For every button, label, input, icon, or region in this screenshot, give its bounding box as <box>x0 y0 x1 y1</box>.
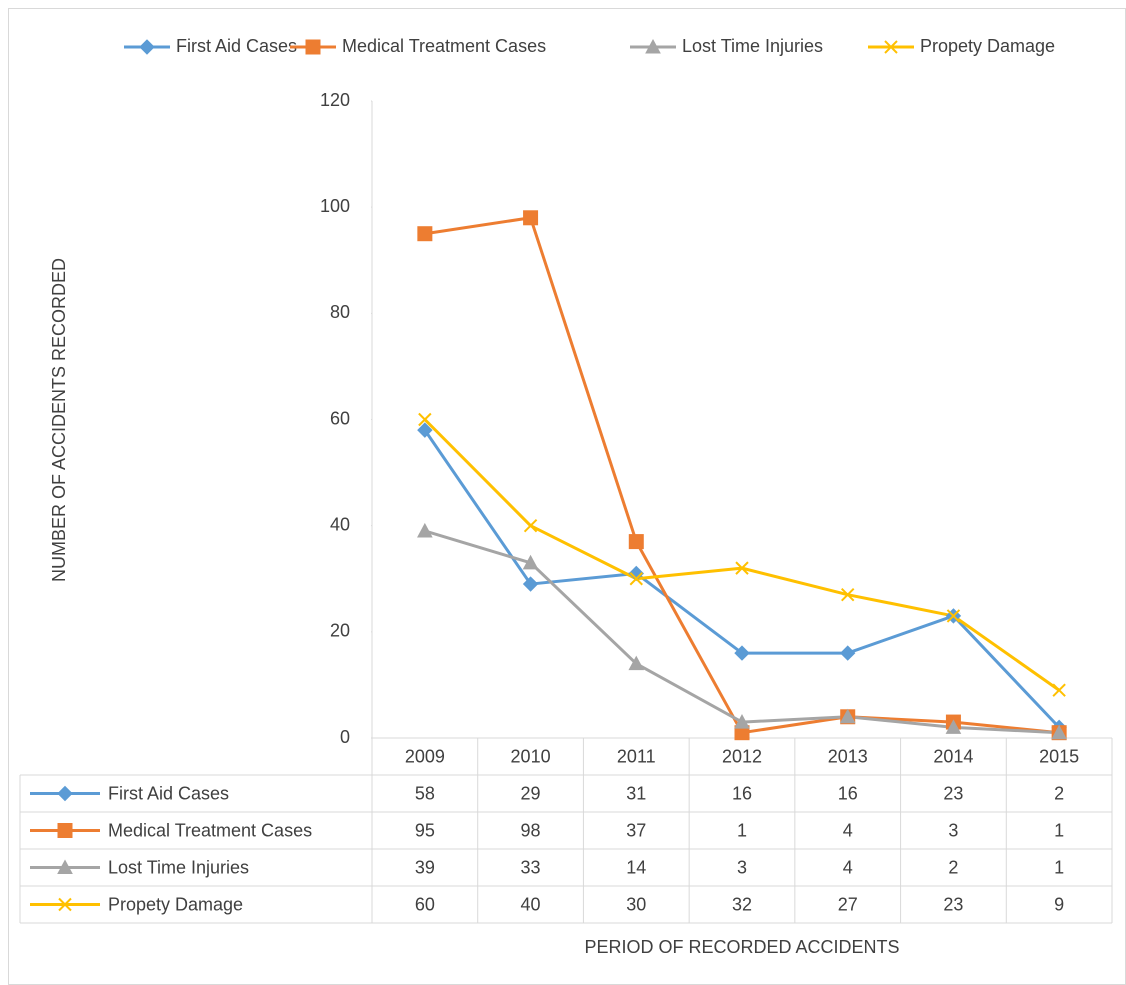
legend-label: Lost Time Injuries <box>682 36 823 56</box>
data-point <box>628 565 644 582</box>
y-tick-label: 80 <box>330 302 350 322</box>
legend-label: Propety Damage <box>920 36 1055 56</box>
y-tick-label: 0 <box>340 727 350 747</box>
table-cell: 4 <box>843 857 853 877</box>
data-point <box>522 554 539 570</box>
data-point <box>628 655 645 671</box>
table-cell: 60 <box>415 894 435 914</box>
data-point <box>523 210 539 226</box>
y-tick-label: 20 <box>330 621 350 641</box>
data-point <box>734 645 750 661</box>
table-cell: 39 <box>415 857 435 877</box>
table-row-label: Lost Time Injuries <box>108 857 249 877</box>
table-row-label: Propety Damage <box>108 894 243 914</box>
x-tick-label: 2012 <box>722 746 762 766</box>
table-cell: 1 <box>1054 820 1064 840</box>
data-point <box>841 587 855 602</box>
legend-marker <box>305 39 321 55</box>
x-tick-label: 2015 <box>1039 746 1079 766</box>
data-point <box>522 576 539 592</box>
table-cell: 16 <box>732 783 752 803</box>
table-cell: 58 <box>415 783 435 803</box>
table-cell: 1 <box>737 820 747 840</box>
table-cell: 30 <box>626 894 646 914</box>
table-row-label: First Aid Cases <box>108 783 229 803</box>
table-cell: 4 <box>843 820 853 840</box>
data-point <box>523 518 538 533</box>
legend-label: Medical Treatment Cases <box>342 36 546 56</box>
table-legend-marker <box>57 785 73 802</box>
data-point <box>1052 683 1066 697</box>
data-point <box>628 534 644 550</box>
data-point <box>1051 724 1067 740</box>
table-cell: 23 <box>943 783 963 803</box>
y-tick-label: 100 <box>320 196 350 216</box>
table-legend-marker <box>57 859 73 874</box>
table-cell: 9 <box>1054 894 1064 914</box>
table-cell: 1 <box>1054 857 1064 877</box>
table-cell: 16 <box>838 783 858 803</box>
data-point <box>946 609 961 623</box>
data-point <box>735 561 749 575</box>
x-tick-label: 2009 <box>405 746 445 766</box>
table-cell: 3 <box>948 820 958 840</box>
data-point <box>417 522 433 538</box>
legend-marker <box>139 39 155 55</box>
data-point <box>417 422 433 438</box>
x-axis-label: PERIOD OF RECORDED ACCIDENTS <box>584 937 899 957</box>
table-cell: 95 <box>415 820 435 840</box>
table-cell: 31 <box>626 783 646 803</box>
table-cell: 32 <box>732 894 752 914</box>
table-cell: 2 <box>1054 783 1064 803</box>
table-cell: 40 <box>521 894 541 914</box>
x-tick-label: 2014 <box>933 746 973 766</box>
data-point <box>629 572 643 586</box>
data-point <box>734 714 750 729</box>
y-tick-label: 40 <box>330 514 350 534</box>
data-point <box>840 645 856 661</box>
table-cell: 37 <box>626 820 646 840</box>
legend-marker <box>645 38 661 54</box>
legend-label: First Aid Cases <box>176 36 297 56</box>
x-tick-label: 2011 <box>617 746 656 766</box>
table-cell: 2 <box>948 857 958 877</box>
x-tick-label: 2013 <box>828 746 868 766</box>
chart-frame <box>8 8 1126 985</box>
table-cell: 33 <box>521 857 541 877</box>
table-legend-marker <box>58 897 72 912</box>
y-tick-label: 120 <box>320 90 350 110</box>
table-cell: 14 <box>626 857 646 877</box>
table-cell: 3 <box>737 857 747 877</box>
data-point <box>418 412 432 427</box>
x-tick-label: 2010 <box>511 746 551 766</box>
data-point <box>839 708 856 724</box>
table-cell: 98 <box>521 820 541 840</box>
data-point <box>945 719 962 734</box>
table-cell: 29 <box>521 783 541 803</box>
table-cell: 27 <box>838 894 858 914</box>
y-tick-label: 60 <box>330 408 350 428</box>
table-row-label: Medical Treatment Cases <box>108 820 312 840</box>
table-cell: 23 <box>943 894 963 914</box>
y-axis-label: NUMBER OF ACCIDENTS RECORDED <box>49 258 69 582</box>
data-point <box>417 226 433 242</box>
table-legend-marker <box>57 823 73 838</box>
legend-marker <box>884 40 898 54</box>
